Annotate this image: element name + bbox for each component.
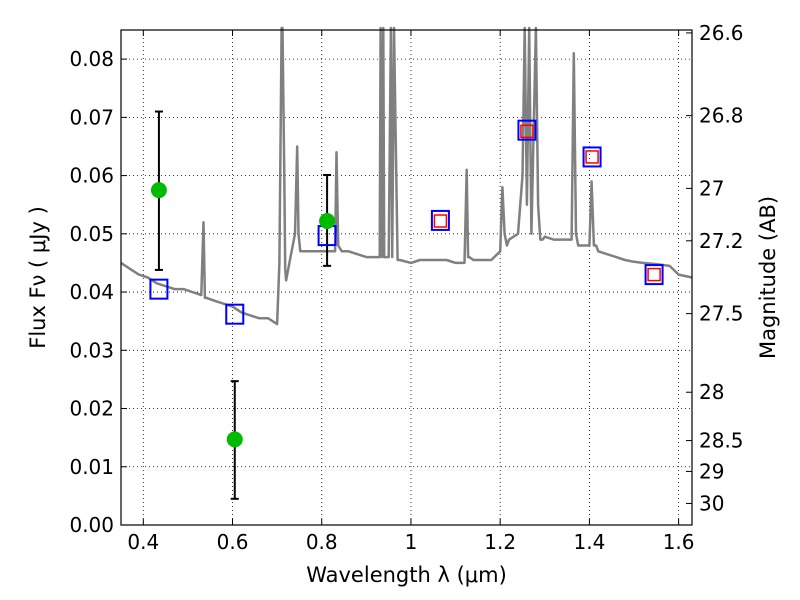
x-axis-label: Wavelength λ (μm) <box>306 563 507 587</box>
observed-flux-point <box>150 182 167 199</box>
right-tick-label: 27 <box>699 176 724 200</box>
data-point-layer <box>149 119 664 448</box>
y-tick-label: 0.02 <box>69 397 114 421</box>
observed-flux-point <box>319 213 336 230</box>
observed-flux-point <box>226 431 243 448</box>
right-tick-label: 28.5 <box>699 429 744 453</box>
x-tick-label: 1.4 <box>573 530 605 554</box>
x-ticks: 0.4 0.6 0.8 1 1.2 1.4 1.6 <box>127 30 695 554</box>
model-band-square <box>149 278 169 300</box>
right-tick-label: 26.6 <box>699 21 744 45</box>
y-tick-label: 0.06 <box>69 164 114 188</box>
right-tick-label: 28 <box>699 380 724 404</box>
inner-band-square <box>585 150 599 164</box>
inner-band-square <box>433 214 448 228</box>
model-band-square <box>430 209 450 231</box>
model-band-square <box>582 146 602 168</box>
grid-lines <box>121 30 692 526</box>
right-tick-label: 27.5 <box>699 302 744 326</box>
model-band-square <box>517 119 537 141</box>
model-band-square <box>225 303 245 325</box>
y-tick-label: 0.01 <box>69 455 114 479</box>
x-tick-label: 1.6 <box>663 530 695 554</box>
y-axis-label: Flux Fν ( μJy ) <box>26 206 50 349</box>
y-tick-label: 0.04 <box>69 280 114 304</box>
model-spectrum-layer <box>120 26 693 326</box>
y-tick-label: 0.08 <box>69 47 114 71</box>
plot-frame <box>120 29 693 526</box>
x-tick-label: 1 <box>405 530 418 554</box>
right-tick-label: 29 <box>699 459 724 483</box>
right-tick-label: 30 <box>699 491 724 515</box>
y-tick-label: 0.00 <box>69 513 114 537</box>
right-magnitude-ticks: 26.6 26.8 27 27.2 27.5 28 28.5 29 30 <box>686 21 744 515</box>
y-tick-label: 0.03 <box>69 338 114 362</box>
y-tick-label: 0.07 <box>69 105 114 129</box>
right-tick-label: 27.2 <box>699 229 744 253</box>
inner-band-square <box>647 267 661 282</box>
x-tick-label: 1.2 <box>484 530 516 554</box>
x-tick-label: 0.8 <box>306 530 338 554</box>
inner-band-square <box>520 124 534 139</box>
model-band-square <box>644 264 664 286</box>
y-tick-label: 0.05 <box>69 222 114 246</box>
right-tick-label: 26.8 <box>699 104 744 128</box>
y-ticks: 0.00 0.01 0.02 0.03 0.04 0.05 0.06 0.07 0.08 <box>69 47 127 537</box>
right-axis-label: Magnitude (AB) <box>756 196 780 359</box>
x-tick-label: 0.6 <box>217 530 249 554</box>
model-spectrum-line <box>120 26 693 326</box>
x-tick-label: 0.4 <box>127 530 159 554</box>
